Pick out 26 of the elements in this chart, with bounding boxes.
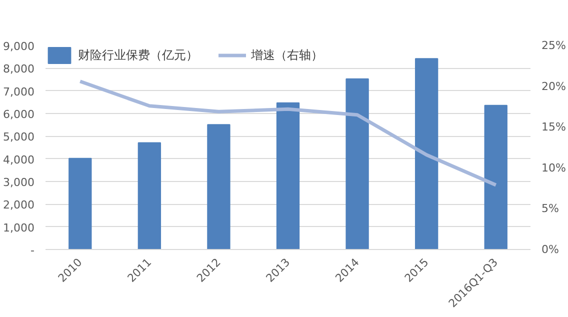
legend-label: 财险行业保费（亿元）: [78, 46, 198, 64]
y-tick-label: 3,000: [3, 176, 35, 189]
y2-tick-label: 25%: [542, 39, 566, 52]
bar: [207, 124, 230, 250]
y2-tick-label: 15%: [542, 120, 566, 134]
y-tick-label: 4,000: [3, 153, 35, 166]
y-tick-label: 8,000: [3, 62, 35, 76]
bar: [484, 104, 508, 250]
bar: [68, 158, 92, 250]
y2-tick-label: 5%: [542, 202, 559, 216]
y-tick-label: 5,000: [3, 130, 35, 144]
y2-tick-label: 10%: [542, 161, 566, 174]
y-tick-label: 2,000: [3, 198, 35, 212]
bar: [138, 142, 162, 250]
y-tick-label: 9,000: [3, 40, 35, 53]
y-tick-label: -: [30, 244, 35, 257]
y2-tick-label: 0%: [542, 243, 559, 256]
y-tick-label: 1,000: [3, 221, 35, 234]
legend-label: 增速（右轴）: [251, 46, 323, 64]
y-tick-label: 7,000: [3, 85, 35, 98]
line-series: [78, 80, 498, 187]
bar: [276, 102, 300, 250]
y2-tick-label: 20%: [542, 80, 566, 93]
bar: [346, 78, 369, 250]
y-tick-label: 6,000: [3, 108, 35, 121]
bar: [414, 58, 438, 250]
